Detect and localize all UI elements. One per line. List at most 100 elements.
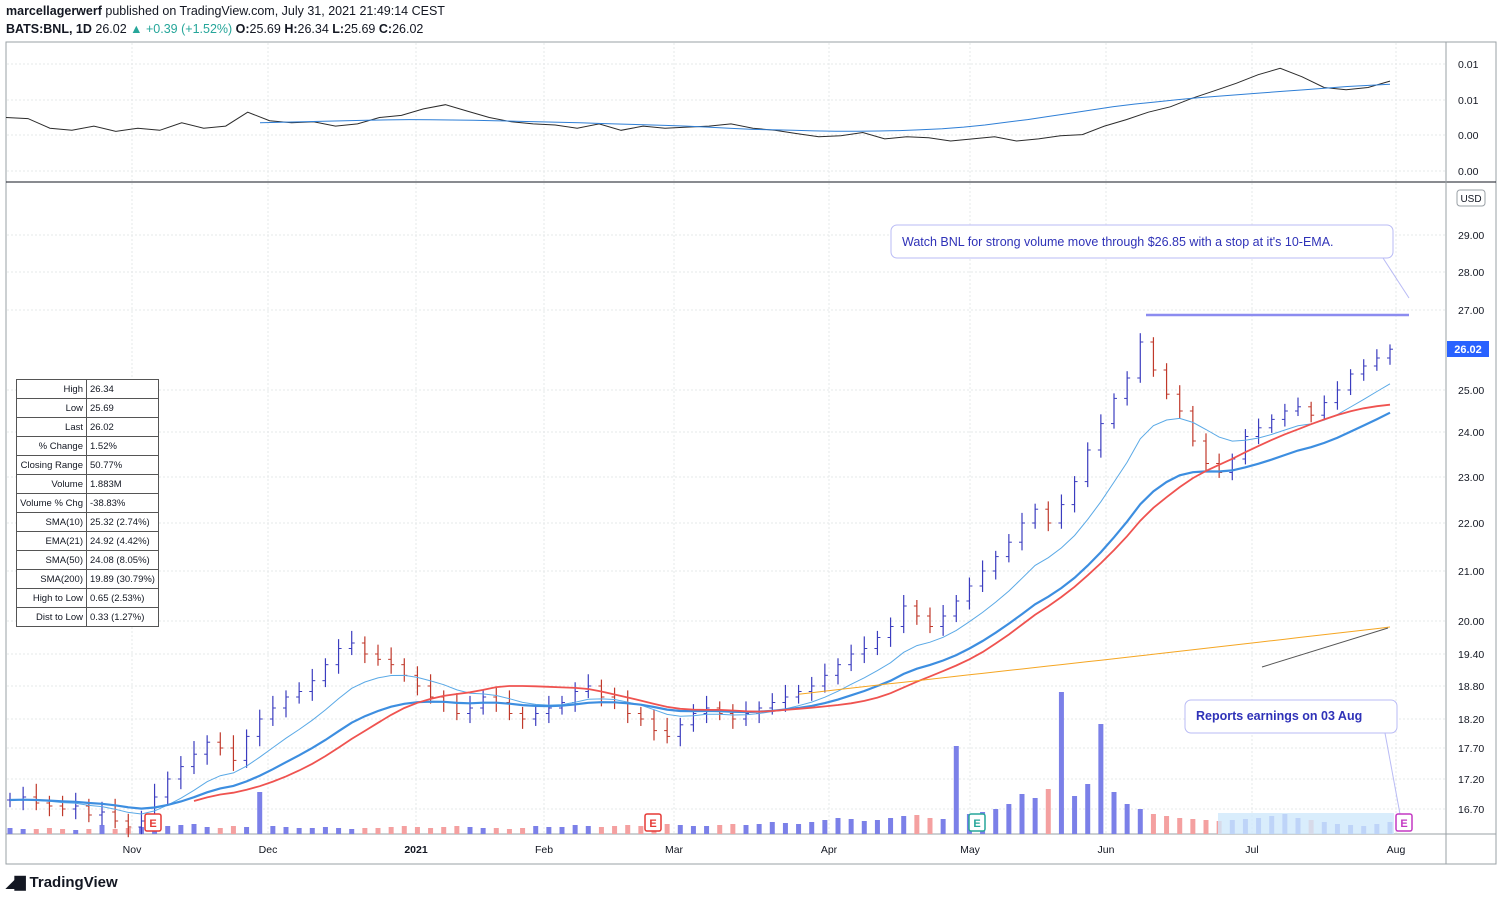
stats-label: Volume % Chg (16, 493, 87, 513)
stats-value: 26.34 (86, 379, 159, 399)
price-bars (7, 333, 1393, 838)
earnings-marker-label: E (649, 818, 656, 830)
stats-label: Last (16, 417, 87, 437)
volume-bar (874, 820, 880, 834)
x-tick-label: Jun (1098, 844, 1115, 856)
volume-bar (533, 826, 539, 834)
relative-strength-line (5, 67, 1391, 142)
volume-bar (1150, 814, 1156, 834)
x-tick-label: Dec (259, 844, 278, 856)
volume-bar (441, 827, 447, 834)
volume-bar (1072, 796, 1078, 834)
volume-bar (349, 829, 355, 834)
earnings-callout-box[interactable] (1184, 699, 1398, 734)
symbol-label[interactable]: BATS:BNL, 1D (6, 22, 92, 36)
earnings-shade (1218, 813, 1394, 834)
stats-label: SMA(10) (16, 512, 87, 532)
stats-value: 25.69 (86, 398, 159, 418)
close-label: C: (378, 22, 393, 36)
volume-bar (559, 827, 565, 834)
volume-bar (822, 820, 828, 834)
stats-row: Closing Range 50.77% (16, 455, 159, 475)
y-tick-label: 25.00 (1458, 385, 1484, 397)
last-price-badge-text: 26.02 (1454, 344, 1482, 356)
sma200-line (798, 626, 1391, 695)
volume-bar (362, 828, 368, 834)
y-tick-label: 19.40 (1458, 649, 1484, 661)
volume-bar (888, 818, 894, 834)
volume-bar (848, 819, 854, 834)
y-tick-label: 18.80 (1458, 681, 1484, 693)
volume-bar (336, 828, 342, 834)
volume-bar (927, 818, 933, 834)
y-tick-label: 18.20 (1458, 714, 1484, 726)
volume-bar (414, 827, 420, 834)
earnings-marker-label: E (1400, 818, 1407, 830)
x-tick-label: Feb (535, 844, 553, 856)
stats-value: 19.89 (30.79%) (86, 569, 159, 589)
high-value: 26.34 (297, 22, 329, 36)
volume-bar (1177, 818, 1183, 834)
volume-bar (1085, 784, 1091, 834)
volume-bar (322, 827, 328, 834)
stats-value: 50.77% (86, 455, 159, 475)
stats-row: Dist to Low 0.33 (1.27%) (16, 607, 159, 627)
y-tick-label: 29.00 (1458, 230, 1484, 242)
close-value: 26.02 (392, 22, 424, 36)
y-tick-label: 17.70 (1458, 743, 1484, 755)
volume-bar (782, 823, 788, 834)
earnings-callout-pointer (1384, 732, 1401, 815)
x-tick-label: Nov (123, 844, 142, 856)
stats-label: SMA(50) (16, 550, 87, 570)
indicator-tick-label: 0.01 (1458, 59, 1479, 71)
stats-row: % Change 1.52% (16, 436, 159, 456)
volume-bar (309, 828, 315, 834)
y-tick-label: 27.00 (1458, 305, 1484, 317)
stats-row: SMA(10) 25.32 (2.74%) (16, 512, 159, 532)
volume-bar (165, 826, 171, 834)
volume-bar (428, 828, 434, 834)
volume-bar (480, 828, 486, 834)
volume-bar (99, 825, 105, 834)
change-arrow: ▲ (130, 22, 143, 36)
watch-callout-pointer (1382, 257, 1410, 299)
indicator-tick-label: 0.00 (1458, 130, 1479, 142)
stats-row: High to Low 0.65 (2.53%) (16, 588, 159, 608)
open-value: 25.69 (249, 22, 281, 36)
volume-bar (940, 819, 946, 834)
stats-label: % Change (16, 436, 87, 456)
volume-bar (993, 809, 999, 834)
stats-value: 0.65 (2.53%) (86, 588, 159, 608)
earnings-marker-icon (144, 813, 162, 832)
volume-bar (60, 829, 66, 834)
volume-bar (769, 822, 775, 834)
y-tick-label: 24.00 (1458, 427, 1484, 439)
volume-bar (730, 824, 736, 834)
volume-bar (467, 827, 473, 834)
stats-value: 25.32 (2.74%) (86, 512, 159, 532)
stats-table: High 26.34 Low 25.69 Last 26.02% Change 1.52% C… (16, 379, 159, 627)
volume-bar (178, 825, 184, 834)
tradingview-logo-text: TradingView (29, 874, 118, 891)
volume-bar (809, 822, 815, 834)
stats-row: High 26.34 (16, 379, 159, 399)
volume-bar (796, 824, 802, 834)
indicator-tick-label: 0.00 (1458, 166, 1479, 178)
volume-bar (1111, 792, 1117, 834)
tradingview-logo-icon: ◢▇ (6, 874, 25, 890)
stats-row: Low 25.69 (16, 398, 159, 418)
author-name[interactable]: marcellagerwerf (6, 4, 102, 18)
watch-callout-box[interactable] (890, 224, 1394, 259)
volume-bar (46, 828, 52, 834)
sma50-line (193, 403, 1391, 802)
volume-bar (244, 827, 250, 834)
volume-bar (257, 792, 263, 834)
volume-bar (598, 827, 604, 834)
stats-row: EMA(21) 24.92 (4.42%) (16, 531, 159, 551)
volume-bar (283, 827, 289, 834)
x-tick-label: 2021 (404, 844, 428, 856)
volume-bar (1164, 816, 1170, 834)
tradingview-logo[interactable]: ◢▇ TradingView (6, 874, 118, 891)
